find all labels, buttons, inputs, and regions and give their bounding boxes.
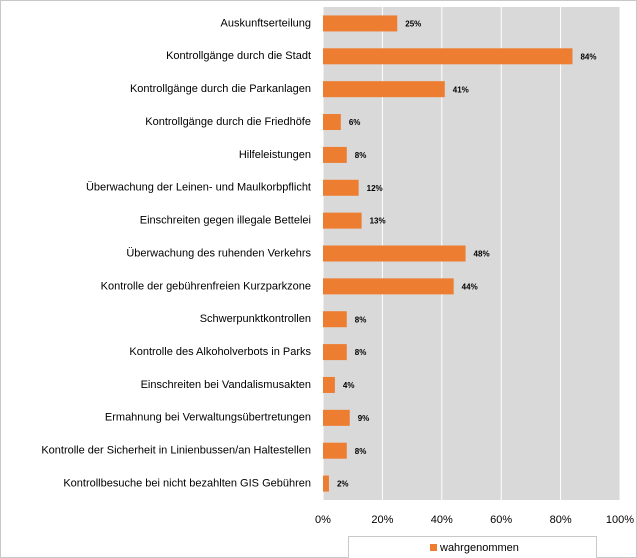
y-tick-label: Kontrollgänge durch die Friedhöfe: [145, 116, 311, 128]
bar: [323, 311, 347, 328]
value-label: 13%: [370, 217, 386, 226]
y-tick-label: Einschreiten bei Vandalismusakten: [141, 379, 311, 391]
y-tick-label: Kontrolle der gebührenfreien Kurzparkzon…: [101, 280, 311, 292]
x-tick-label: 0%: [315, 514, 331, 526]
bar: [323, 442, 347, 459]
bar: [323, 409, 350, 426]
bar: [323, 376, 335, 393]
bar: [323, 179, 359, 196]
value-label: 25%: [405, 20, 421, 29]
bar: [323, 475, 329, 492]
value-label: 4%: [343, 381, 355, 390]
bar: [323, 245, 466, 262]
bar: [323, 81, 445, 98]
bar: [323, 146, 347, 163]
x-tick-label: 60%: [490, 514, 512, 526]
x-tick-label: 80%: [550, 514, 572, 526]
value-label: 84%: [580, 52, 596, 61]
y-tick-label: Kontrollgänge durch die Stadt: [166, 50, 311, 62]
value-label: 8%: [355, 447, 367, 456]
y-tick-label: Schwerpunktkontrollen: [200, 313, 311, 325]
x-tick-label: 40%: [431, 514, 453, 526]
y-tick-label: Hilfeleistungen: [239, 149, 311, 161]
y-tick-label: Überwachung des ruhenden Verkehrs: [126, 247, 311, 259]
value-label: 2%: [337, 480, 349, 489]
y-tick-label: Kontrolle des Alkoholverbots in Parks: [129, 346, 311, 358]
bar: [323, 114, 341, 131]
value-label: 44%: [462, 282, 478, 291]
y-tick-label: Einschreiten gegen illegale Bettelei: [140, 215, 311, 227]
y-tick-label: Auskunftserteilung: [221, 17, 312, 29]
y-tick-label: Kontrollgänge durch die Parkanlagen: [130, 83, 311, 95]
y-tick-label: Ermahnung bei Verwaltungsübertretungen: [105, 412, 311, 424]
bar: [323, 15, 398, 32]
y-tick-label: Überwachung der Leinen- und Maulkorbpfli…: [86, 182, 311, 194]
x-tick-label: 100%: [606, 514, 634, 526]
bar: [323, 344, 347, 361]
y-tick-label: Kontrolle der Sicherheit in Linienbussen…: [41, 445, 311, 457]
bar: [323, 212, 362, 229]
legend-label: wahrgenommen: [439, 542, 519, 554]
value-label: 8%: [355, 151, 367, 160]
bar: [323, 48, 573, 65]
x-tick-label: 20%: [371, 514, 393, 526]
value-label: 41%: [453, 85, 469, 94]
value-label: 9%: [358, 414, 370, 423]
value-label: 6%: [349, 118, 361, 127]
value-label: 8%: [355, 348, 367, 357]
y-tick-label: Kontrollbesuche bei nicht bezahlten GIS …: [63, 477, 311, 489]
value-label: 12%: [367, 184, 383, 193]
legend-swatch: [430, 544, 437, 551]
legend-box: [348, 536, 597, 558]
value-label: 8%: [355, 315, 367, 324]
value-label: 48%: [474, 250, 490, 259]
bar: [323, 278, 454, 295]
